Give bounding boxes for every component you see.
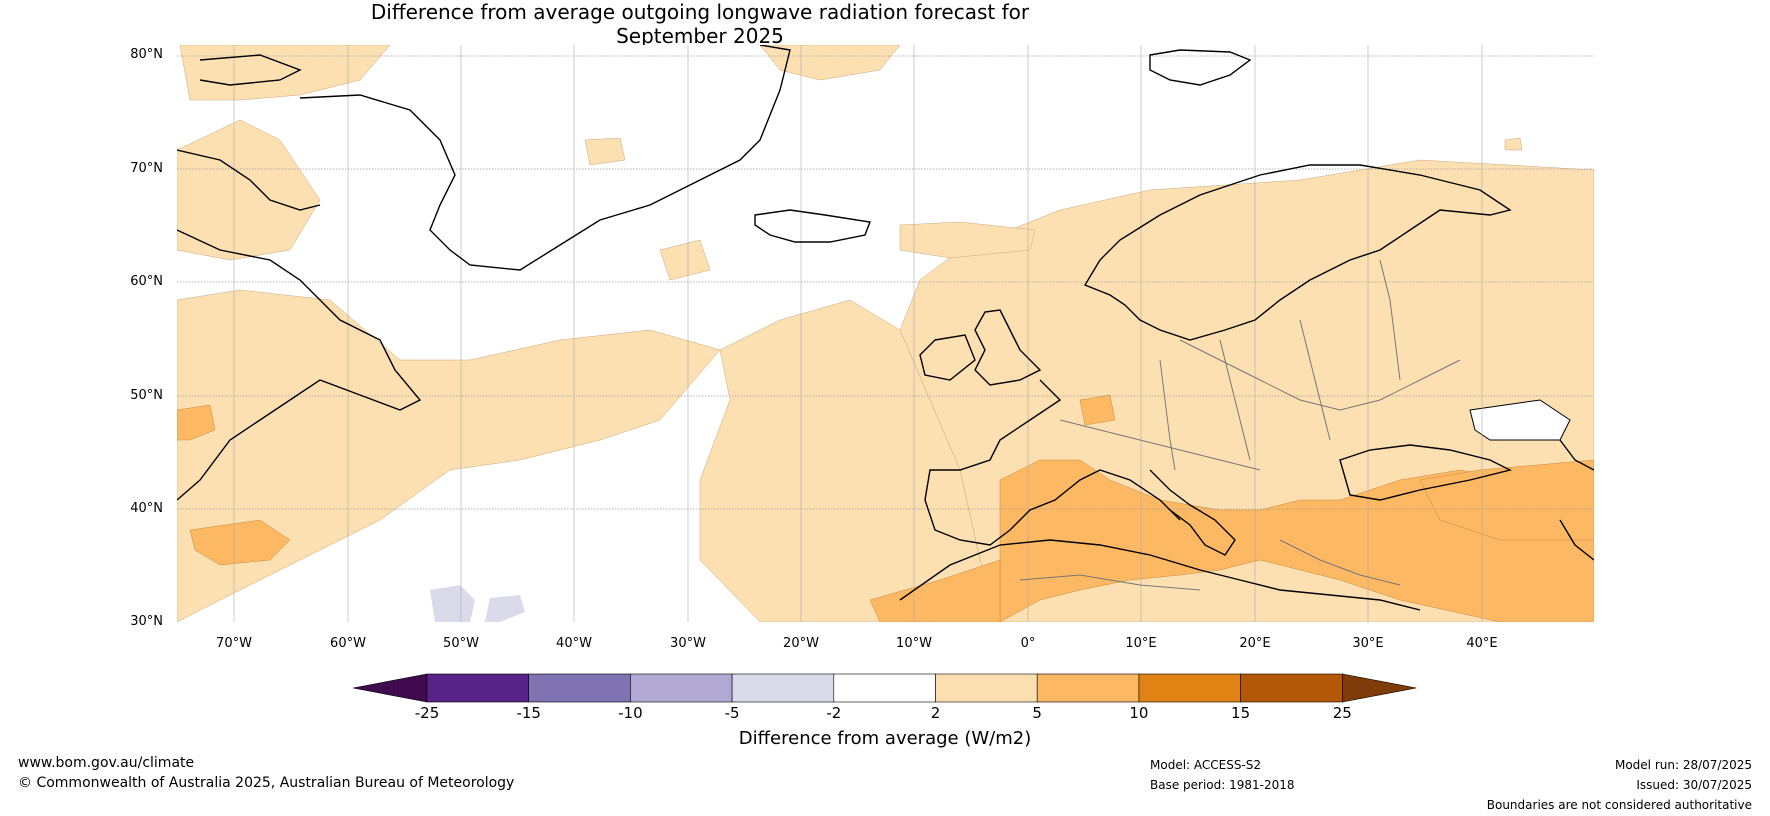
map-title: Difference from average outgoing longwav…: [0, 0, 1400, 48]
colorbar-tick-label: 25: [1332, 704, 1352, 722]
lon-tick-10w: 10°W: [896, 636, 932, 651]
lon-tick-30e: 30°E: [1352, 636, 1384, 651]
coastlines: [177, 45, 1594, 611]
lon-tick-20e: 20°E: [1239, 636, 1271, 651]
map-title-line1: Difference from average outgoing longwav…: [370, 0, 1030, 24]
lon-tick-50w: 50°W: [443, 636, 479, 651]
footer-issued: Issued: 30/07/2025: [1636, 778, 1752, 792]
lon-tick-0: 0°: [1020, 636, 1036, 651]
lon-tick-60w: 60°W: [330, 636, 366, 651]
map-title-line2: September 2025: [616, 24, 784, 48]
footer-base-period: Base period: 1981-2018: [1150, 778, 1295, 792]
colorbar-tick-label: -2: [826, 704, 842, 722]
colorbar-tick-label: 15: [1231, 704, 1251, 722]
lat-tick-80n: 80°N: [130, 47, 163, 62]
anomaly-light-purple: [430, 585, 525, 622]
lon-tick-70w: 70°W: [216, 636, 252, 651]
footer-website: www.bom.gov.au/climate: [18, 755, 195, 771]
footer-copyright: © Commonwealth of Australia 2025, Austra…: [18, 775, 515, 791]
footer-model-run: Model run: 28/07/2025: [1614, 758, 1752, 772]
lat-tick-70n: 70°N: [130, 161, 163, 176]
colorbar-tick-label: 5: [1032, 704, 1042, 722]
colorbar-tick-label: -25: [414, 704, 440, 722]
footer-model: Model: ACCESS-S2: [1150, 758, 1262, 772]
national-borders: [1019, 259, 1461, 591]
meridians: [233, 45, 1483, 622]
colorbar-tick-label: -10: [618, 704, 643, 722]
colorbar-tick-label: 2: [930, 704, 941, 722]
colorbar-title: Difference from average (W/m2): [738, 728, 1032, 749]
lat-tick-60n: 60°N: [130, 274, 163, 289]
lat-tick-50n: 50°N: [130, 388, 163, 403]
lat-tick-40n: 40°N: [130, 501, 163, 516]
lon-tick-10e: 10°E: [1125, 636, 1157, 651]
colorbar-tick-label: 10: [1129, 704, 1149, 722]
colorbar-tick-label: -5: [724, 704, 740, 722]
lat-tick-30n: 30°N: [130, 614, 163, 629]
lon-tick-40e: 40°E: [1466, 636, 1498, 651]
lon-tick-30w: 30°W: [670, 636, 706, 651]
colorbar-tick-label: -15: [516, 704, 541, 722]
anomaly-orange: [177, 394, 1594, 622]
lon-tick-20w: 20°W: [783, 636, 819, 651]
lon-tick-40w: 40°W: [556, 636, 592, 651]
graticule: [177, 55, 1594, 510]
footer-disclaimer: Boundaries are not considered authoritat…: [1486, 798, 1752, 812]
